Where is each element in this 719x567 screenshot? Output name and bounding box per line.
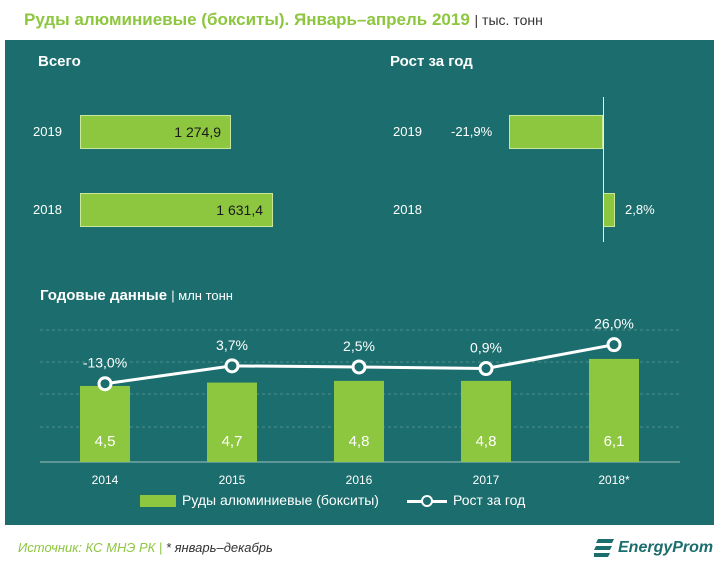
source-note: * январь–декабрь	[165, 540, 273, 555]
logo-text: EnergyProm	[618, 539, 714, 556]
growth-heading: Рост за год	[390, 53, 473, 70]
title-bar: Руды алюминиевые (бокситы). Январь–апрел…	[0, 0, 719, 40]
chart-x-labels: 2014 2015 2016 2017 2018*	[92, 473, 630, 487]
title-text: Руды алюминиевые (бокситы). Январь–апрел…	[24, 10, 470, 29]
growth-points	[97, 337, 622, 392]
bar-2017	[461, 380, 511, 462]
energyprom-logo: EnergyProm	[594, 535, 716, 561]
bar-2016	[334, 380, 384, 462]
growth-point-2014	[97, 376, 113, 392]
totals-bar-2019	[80, 115, 231, 149]
growth-year-2019: 2019	[393, 124, 422, 139]
totals-value-2018: 1 631,4	[216, 202, 263, 218]
growth-label-2015: 3,7%	[216, 337, 248, 353]
bar-2018*	[589, 358, 639, 462]
growth-label-2014: -13,0%	[83, 355, 127, 371]
totals-year-2019: 2019	[33, 124, 62, 139]
footer: Источник: КС МНЭ РК | * январь–декабрь E…	[0, 525, 719, 567]
totals-value-2019: 1 274,9	[174, 124, 221, 140]
logo-mark-icon	[594, 539, 614, 557]
chart-bars	[80, 358, 639, 462]
annual-heading: Годовые данные | млн тонн	[40, 287, 233, 304]
x-label-2015: 2015	[219, 473, 246, 487]
totals-heading: Всего	[38, 53, 81, 70]
source-label: Источник: КС МНЭ РК |	[18, 540, 166, 555]
growth-bar-2019	[509, 115, 603, 149]
annual-unit: | млн тонн	[171, 288, 233, 303]
legend-line-swatch	[406, 495, 447, 508]
growth-point-2015	[224, 358, 240, 374]
bar-2015	[207, 382, 257, 462]
growth-labels: -13,0% 3,7% 2,5% 0,9% 26,0%	[83, 316, 634, 371]
growth-point-2018*	[606, 337, 622, 353]
bar-label-2015: 4,7	[222, 433, 243, 450]
annual-heading-text: Годовые данные	[40, 287, 168, 304]
growth-zero-axis	[603, 97, 604, 242]
legend: Руды алюминиевые (бокситы) Рост за год	[140, 492, 525, 514]
x-label-2017: 2017	[473, 473, 500, 487]
page-title: Руды алюминиевые (бокситы). Январь–апрел…	[24, 10, 543, 30]
title-unit: | тыс. тонн	[474, 12, 543, 28]
x-label-2014: 2014	[92, 473, 119, 487]
bar-label-2014: 4,5	[95, 433, 116, 450]
totals-year-2018: 2018	[33, 202, 62, 217]
bar-2014	[80, 385, 130, 462]
bar-label-2016: 4,8	[349, 433, 370, 450]
bar-label-2017: 4,8	[476, 433, 497, 450]
growth-label-2018*: 26,0%	[594, 316, 634, 332]
totals-bar-2018	[80, 193, 273, 227]
growth-value-2019: -21,9%	[451, 124, 493, 139]
x-label-2016: 2016	[346, 473, 373, 487]
chart-bar-labels: 4,5 4,7 4,8 4,8 6,1	[95, 433, 625, 450]
bar-label-2018*: 6,1	[604, 433, 625, 450]
legend-bar-swatch	[140, 495, 176, 508]
growth-value-2018: 2,8%	[625, 202, 655, 217]
growth-year-2018: 2018	[393, 202, 422, 217]
legend-bar-label: Руды алюминиевые (бокситы)	[182, 492, 379, 508]
growth-label-2016: 2,5%	[343, 338, 375, 354]
x-label-2018*: 2018*	[598, 473, 630, 487]
source-text: Источник: КС МНЭ РК | * январь–декабрь	[18, 540, 273, 555]
growth-point-2017	[478, 361, 494, 377]
growth-label-2017: 0,9%	[470, 340, 502, 356]
growth-point-2016	[351, 359, 367, 375]
legend-line-label: Рост за год	[452, 492, 526, 508]
